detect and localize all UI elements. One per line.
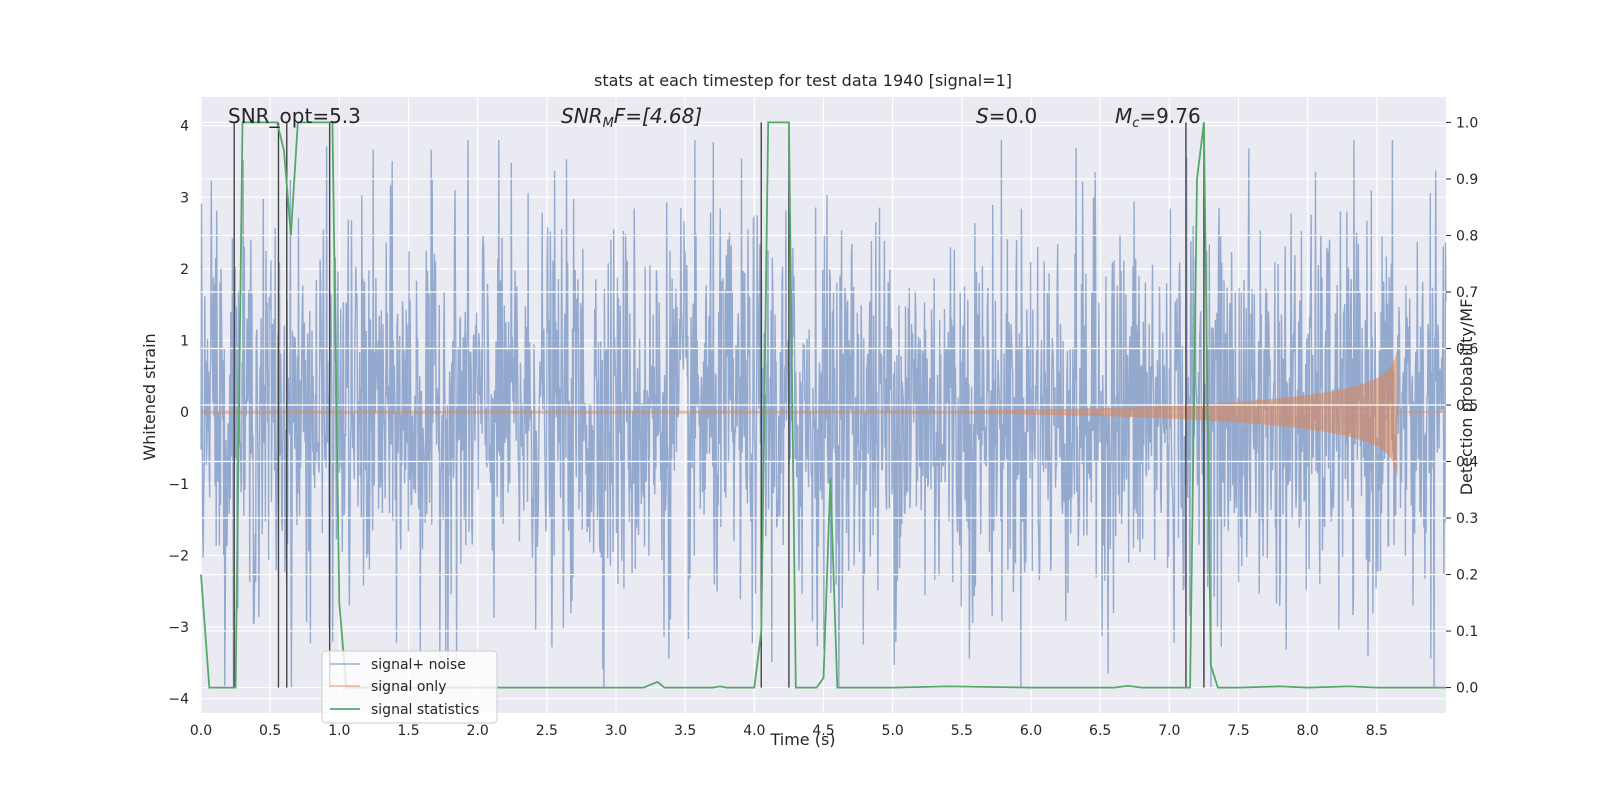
y-tick-label: −4 (168, 692, 189, 708)
y-right-tick-label: 1.0 (1456, 115, 1478, 131)
y-tick-label: 1 (180, 334, 189, 350)
y-right-tick-label: 0.6 (1456, 341, 1478, 357)
y-tick-label: 0 (180, 405, 189, 421)
horizontal-white-lines (201, 121, 1446, 689)
signal-envelope (201, 348, 1398, 477)
y-right-tick-label: 0.8 (1456, 228, 1478, 244)
x-tick-label: 5.0 (882, 723, 904, 739)
x-tick-label: 2.5 (536, 723, 558, 739)
y-right-tick-label: 0.5 (1456, 398, 1478, 414)
legend-box (321, 650, 498, 724)
series-signal-statistics (200, 121, 1446, 689)
annotation-s-symbol: S (976, 104, 989, 128)
x-tick-label: 2.0 (467, 723, 489, 739)
y-right-axis-label: Detection probability/MF (1457, 299, 1476, 496)
x-axis-label: Time (s) (769, 730, 835, 749)
x-tick-label: 8.0 (1297, 723, 1319, 739)
x-tick-label: 5.5 (951, 723, 973, 739)
y-tick-label: −2 (168, 548, 189, 564)
y-right-tick-label: 0.4 (1456, 455, 1478, 471)
noise-trace (200, 139, 1447, 688)
detection-vertical-lines (233, 122, 1205, 688)
y-tick-label: 2 (180, 262, 189, 278)
annotation-mc-subscript: c (1132, 116, 1139, 131)
y-right-tick-label: 0.0 (1456, 681, 1478, 697)
x-tick-label: 4.0 (743, 723, 765, 739)
x-tick-label: 1.0 (328, 723, 350, 739)
annotation-snr-mf-subscript: M (603, 116, 614, 131)
y-tick-label: 4 (180, 119, 189, 135)
x-tick-label: 7.0 (1158, 723, 1180, 739)
x-tick-label: 3.0 (605, 723, 627, 739)
annotation-mc-value: =9.76 (1139, 104, 1200, 128)
chart-title: stats at each timestep for test data 194… (594, 71, 1012, 90)
annotation-s: S=0.0 (976, 104, 1037, 128)
annotation-mc: Mc=9.76 (1115, 104, 1201, 131)
legend-label-signal-statistics: signal statistics (371, 702, 479, 718)
legend-label-signal-plus-noise: signal+ noise (371, 657, 466, 673)
annotation-snr-opt: SNR_opt=5.3 (228, 104, 361, 128)
y-right-tick-label: 0.9 (1456, 172, 1478, 188)
y-tick-label: −1 (168, 477, 189, 493)
annotation-snr-mf-value: F=[4.68] (614, 104, 702, 128)
x-tick-label: 6.5 (1089, 723, 1111, 739)
y-axis-label: Whitened strain (140, 333, 159, 460)
annotation-snr-mf-symbol: SNR (561, 104, 603, 128)
y-tick-labels: 4 3 2 1 0 −1 −2 −3 −4 (168, 119, 189, 708)
x-tick-label: 8.5 (1366, 723, 1388, 739)
legend-label-signal-only: signal only (371, 679, 446, 695)
x-tick-label: 1.5 (397, 723, 419, 739)
x-tick-label: 6.0 (1020, 723, 1042, 739)
y-right-tick-label: 0.2 (1456, 568, 1478, 584)
statistics-line (200, 121, 1446, 689)
annotation-mc-symbol: M (1115, 104, 1132, 128)
annotation-s-value: =0.0 (989, 104, 1038, 128)
legend: signal+ noise signal only signal statist… (321, 650, 498, 724)
x-tick-label: 3.5 (674, 723, 696, 739)
series-signal-plus-noise (200, 139, 1447, 688)
x-tick-label: 7.5 (1227, 723, 1249, 739)
x-tick-label: 4.5 (812, 723, 834, 739)
y-tick-label: 3 (180, 190, 189, 206)
x-tick-label: 0.0 (190, 723, 212, 739)
y-right-tick-label: 0.1 (1456, 624, 1478, 640)
y-right-tick-labels: 1.0 0.9 0.8 0.7 0.6 0.5 0.4 0.3 0.2 0.1 0.0 (1446, 115, 1478, 697)
y-right-tick-label: 0.3 (1456, 511, 1478, 527)
series-signal-only (201, 348, 1446, 477)
annotation-snr-mf: SNRMF=[4.68] (561, 104, 702, 131)
x-tick-label: 0.5 (259, 723, 281, 739)
y-right-tick-label: 0.7 (1456, 285, 1478, 301)
y-tick-label: −3 (168, 620, 189, 636)
x-tick-labels: 0.0 0.5 1.0 1.5 2.0 2.5 3.0 3.5 4.0 4.5 5.0 5.5 6.0 6… (190, 723, 1388, 739)
